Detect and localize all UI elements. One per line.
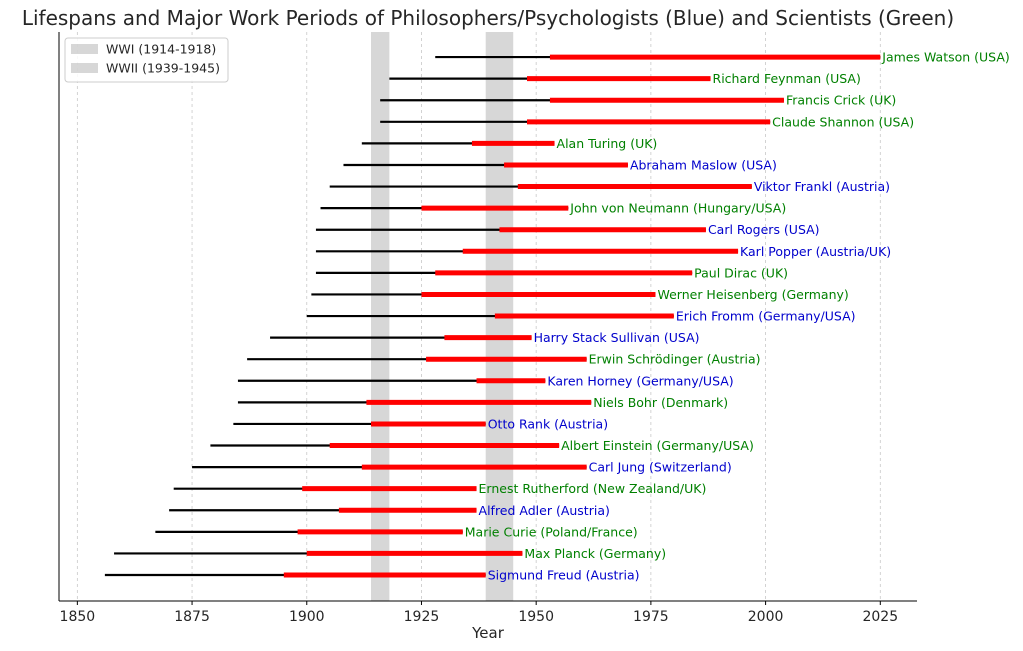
person-label: Ernest Rutherford (New Zealand/UK) bbox=[479, 481, 707, 496]
legend-box bbox=[64, 37, 229, 83]
person-label: Niels Bohr (Denmark) bbox=[593, 395, 728, 410]
person-label: Erich Fromm (Germany/USA) bbox=[676, 309, 856, 324]
person-row: Carl Rogers (USA) bbox=[315, 222, 820, 237]
person-row: Ernest Rutherford (New Zealand/UK) bbox=[173, 481, 707, 496]
people-bars: Sigmund Freud (Austria) Max Planck (Germa… bbox=[104, 50, 1010, 583]
legend-label-0: WWI (1914-1918) bbox=[106, 42, 216, 57]
x-tick-label: 1875 bbox=[174, 609, 210, 625]
person-row: Paul Dirac (UK) bbox=[315, 265, 788, 280]
person-label: Claude Shannon (USA) bbox=[772, 114, 914, 129]
person-row: Otto Rank (Austria) bbox=[233, 416, 608, 431]
person-label: Richard Feynman (USA) bbox=[713, 71, 861, 86]
person-row: Viktor Frankl (Austria) bbox=[329, 179, 890, 194]
person-label: John von Neumann (Hungary/USA) bbox=[569, 201, 786, 216]
person-row: Erwin Schrödinger (Austria) bbox=[247, 352, 761, 367]
x-tick-label: 1850 bbox=[60, 609, 96, 625]
x-tick-label: 1925 bbox=[404, 609, 440, 625]
person-row: Sigmund Freud (Austria) bbox=[104, 568, 640, 583]
person-row: Max Planck (Germany) bbox=[114, 546, 666, 561]
person-label: Werner Heisenberg (Germany) bbox=[657, 287, 848, 302]
person-row: Francis Crick (UK) bbox=[380, 93, 896, 108]
person-label: Carl Rogers (USA) bbox=[708, 222, 820, 237]
person-label: Albert Einstein (Germany/USA) bbox=[561, 438, 754, 453]
legend: WWI (1914-1918) WWII (1939-1945) bbox=[64, 37, 229, 83]
person-row: Werner Heisenberg (Germany) bbox=[311, 287, 849, 302]
x-axis-label: Year bbox=[471, 624, 505, 642]
person-label: Carl Jung (Switzerland) bbox=[589, 460, 732, 475]
person-label: Marie Curie (Poland/France) bbox=[465, 524, 638, 539]
person-label: Karen Horney (Germany/USA) bbox=[547, 373, 733, 388]
person-row: Alan Turing (UK) bbox=[361, 136, 658, 151]
person-label: James Watson (USA) bbox=[881, 50, 1010, 65]
person-label: Erwin Schrödinger (Austria) bbox=[589, 352, 761, 367]
person-label: Otto Rank (Austria) bbox=[488, 416, 608, 431]
person-row: Niels Bohr (Denmark) bbox=[237, 395, 728, 410]
person-row: Abraham Maslow (USA) bbox=[343, 157, 777, 172]
person-label: Paul Dirac (UK) bbox=[694, 265, 788, 280]
person-row: James Watson (USA) bbox=[435, 50, 1010, 65]
chart-title: Lifespans and Major Work Periods of Phil… bbox=[22, 6, 954, 30]
legend-label-1: WWII (1939-1945) bbox=[106, 61, 220, 76]
axes: 1850 1875 1900 1925 1950 1975 2000 2025 bbox=[58, 32, 917, 625]
x-tick-label: 2025 bbox=[862, 609, 898, 625]
person-row: Erich Fromm (Germany/USA) bbox=[306, 309, 856, 324]
person-label: Francis Crick (UK) bbox=[786, 93, 896, 108]
x-tick-label: 1975 bbox=[633, 609, 669, 625]
x-tick-label: 1900 bbox=[289, 609, 325, 625]
person-label: Karl Popper (Austria/UK) bbox=[740, 244, 891, 259]
person-row: Carl Jung (Switzerland) bbox=[192, 460, 732, 475]
x-tick-label: 2000 bbox=[748, 609, 784, 625]
x-tick-label: 1950 bbox=[518, 609, 554, 625]
person-label: Abraham Maslow (USA) bbox=[630, 157, 777, 172]
person-label: Max Planck (Germany) bbox=[524, 546, 666, 561]
person-label: Viktor Frankl (Austria) bbox=[754, 179, 890, 194]
person-row: Marie Curie (Poland/France) bbox=[155, 524, 638, 539]
person-label: Sigmund Freud (Austria) bbox=[488, 568, 640, 583]
person-row: Richard Feynman (USA) bbox=[389, 71, 861, 86]
person-row: Karen Horney (Germany/USA) bbox=[237, 373, 734, 388]
person-row: John von Neumann (Hungary/USA) bbox=[320, 201, 786, 216]
person-label: Alan Turing (UK) bbox=[557, 136, 658, 151]
legend-swatch-0 bbox=[71, 44, 98, 54]
legend-swatch-1 bbox=[71, 63, 98, 73]
person-row: Karl Popper (Austria/UK) bbox=[315, 244, 891, 259]
person-row: Claude Shannon (USA) bbox=[380, 114, 914, 129]
person-row: Alfred Adler (Austria) bbox=[169, 503, 610, 518]
person-row: Albert Einstein (Germany/USA) bbox=[210, 438, 754, 453]
person-label: Harry Stack Sullivan (USA) bbox=[534, 330, 700, 345]
person-row: Harry Stack Sullivan (USA) bbox=[270, 330, 700, 345]
person-label: Alfred Adler (Austria) bbox=[479, 503, 610, 518]
